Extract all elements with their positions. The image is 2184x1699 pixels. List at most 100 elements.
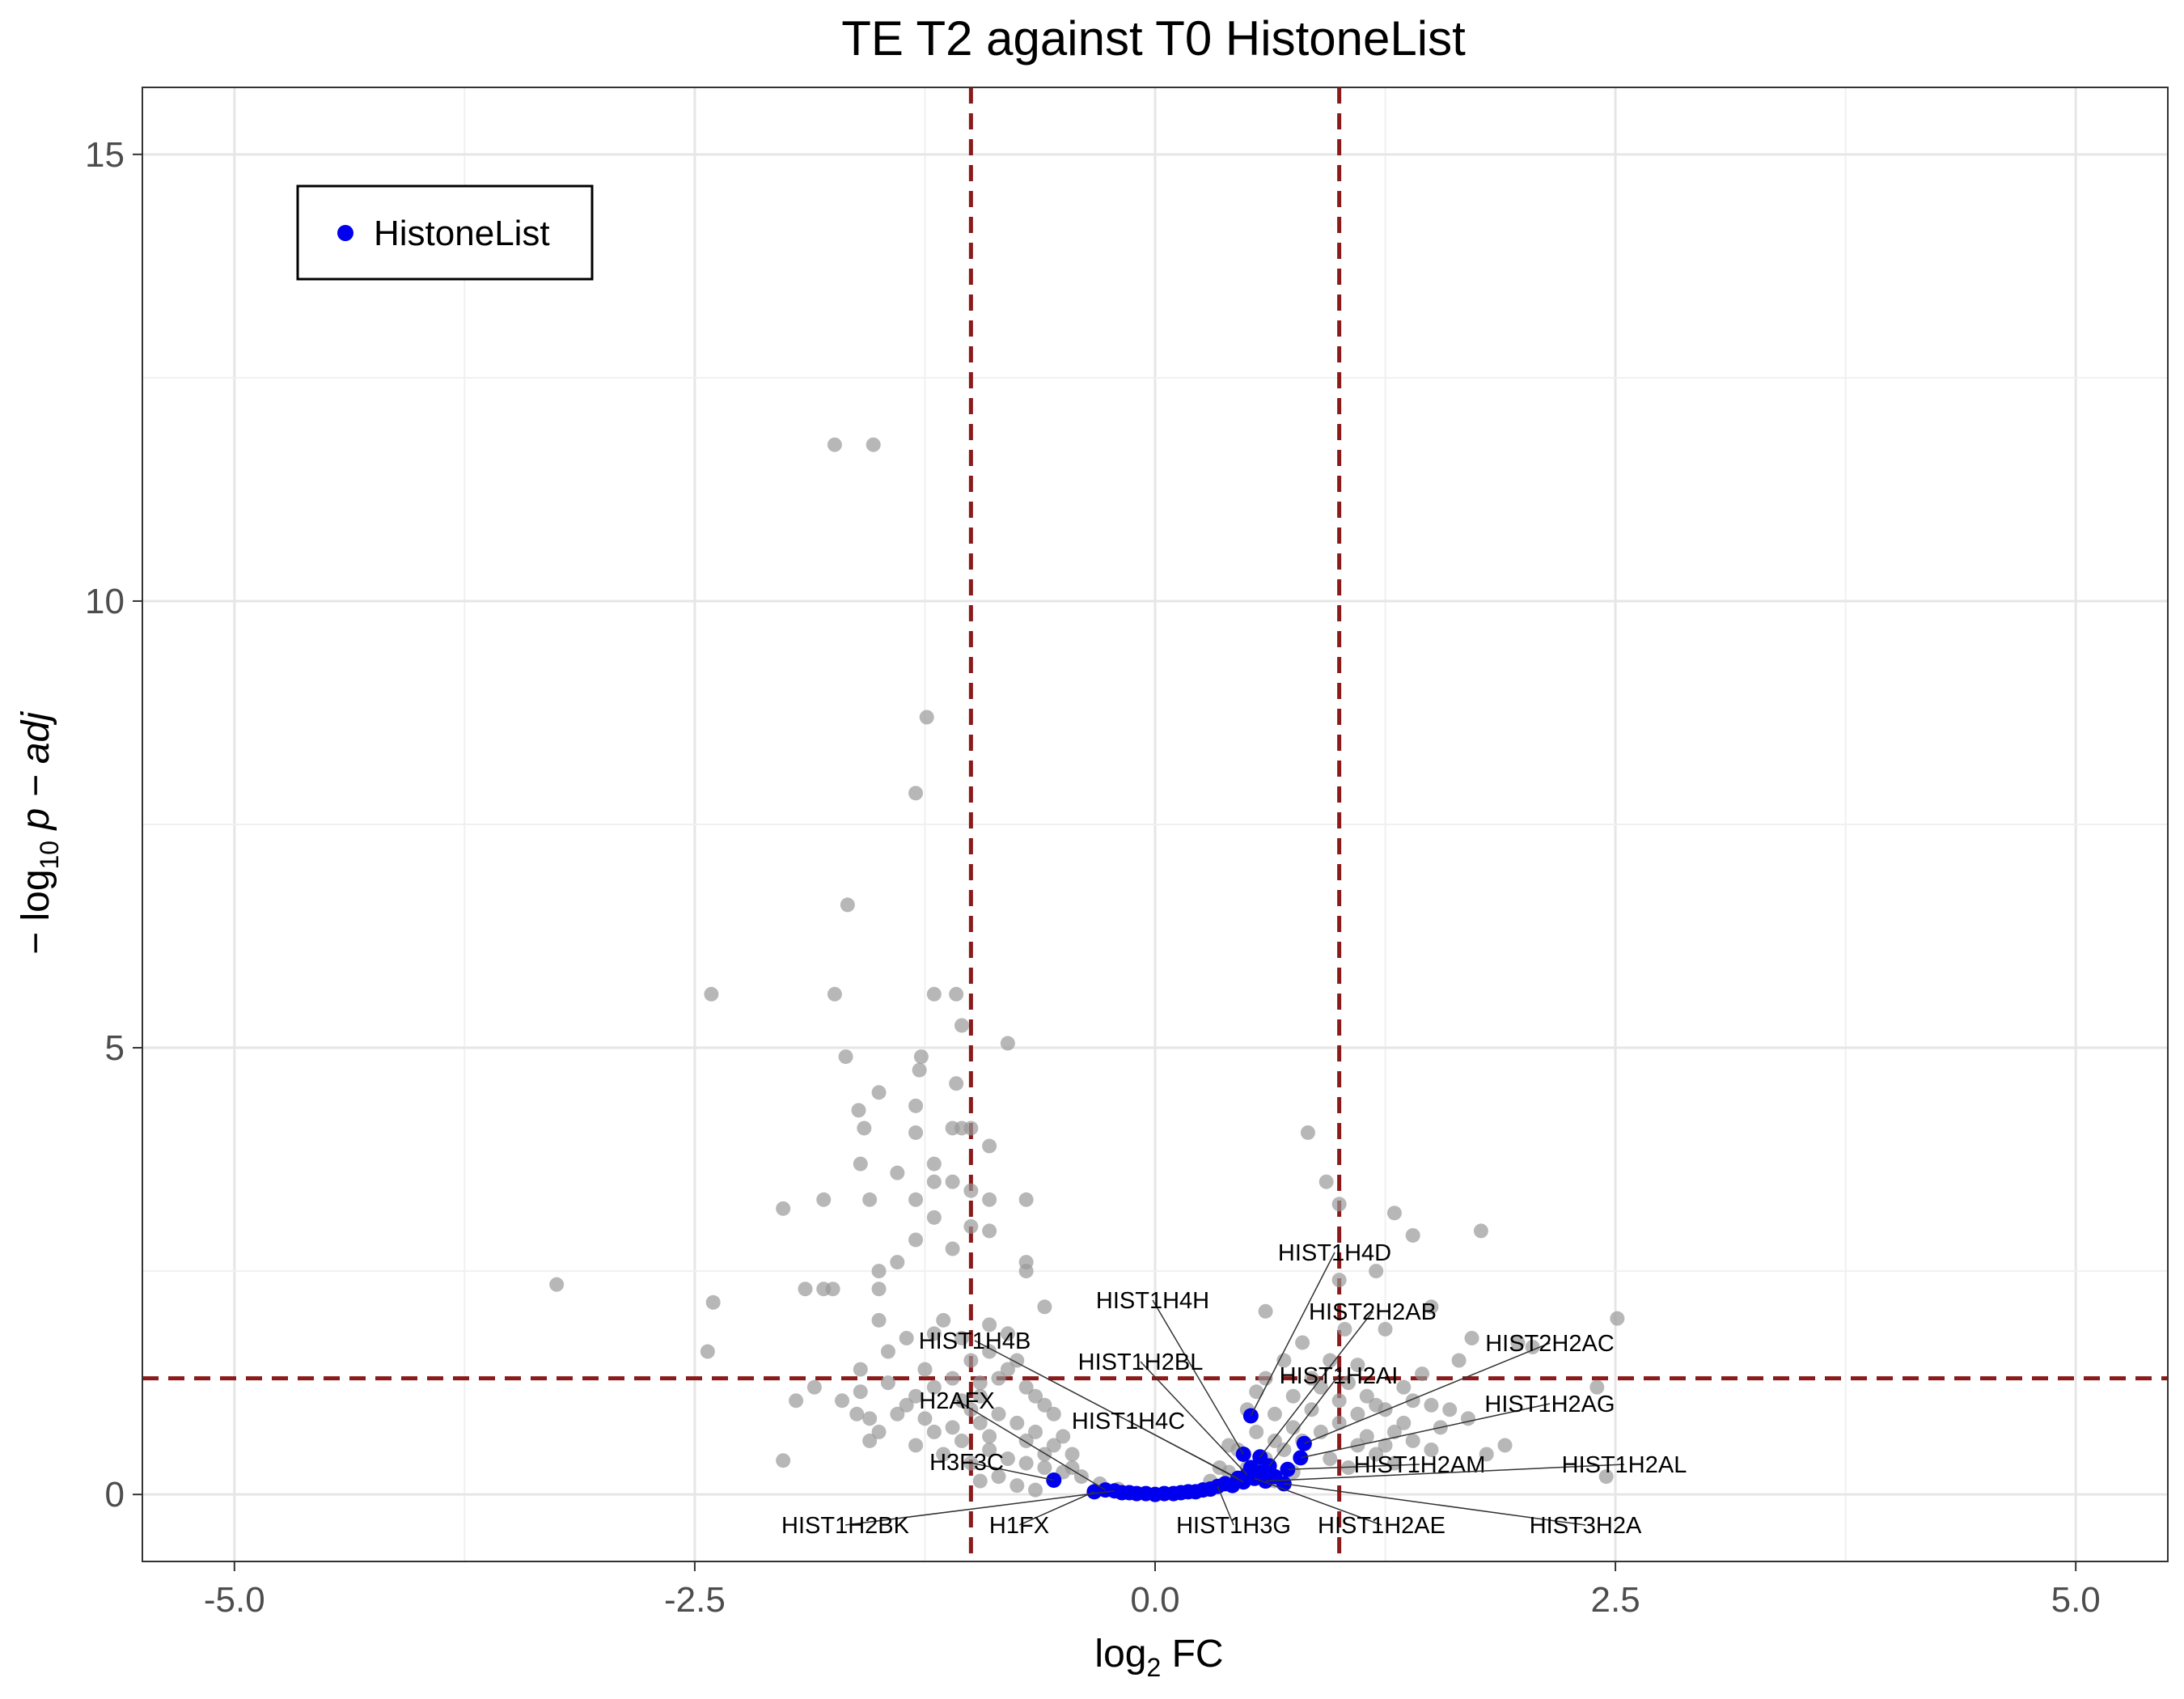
data-point: [1046, 1406, 1061, 1421]
data-point: [972, 1415, 988, 1430]
label-leader-line: [1287, 1464, 1420, 1471]
data-point: [954, 1393, 969, 1409]
data-point: [954, 1330, 969, 1345]
data-point: [1350, 1406, 1365, 1421]
y-axis-title-rest: p − adj: [15, 711, 57, 841]
legend: HistoneList: [296, 184, 594, 281]
chart-title: TE T2 against T0 HistoneList: [841, 11, 1466, 66]
data-point: [890, 1165, 905, 1180]
data-point: [1415, 1366, 1430, 1382]
data-point: [1589, 1379, 1605, 1395]
label-leader-line: [1268, 1375, 1340, 1467]
label-leader-line: [1254, 1477, 1382, 1526]
data-point: [1424, 1299, 1439, 1315]
data-point: [1258, 1371, 1273, 1386]
data-point: [1386, 1424, 1402, 1439]
data-point: [1318, 1174, 1334, 1189]
data-point: [1221, 1438, 1237, 1453]
x-tick-label: 0.0: [1130, 1580, 1179, 1620]
data-point: [1378, 1321, 1393, 1337]
data-point: [1285, 1388, 1301, 1404]
y-axis-title-prefix: − log: [15, 869, 57, 954]
data-point: [1323, 1451, 1338, 1467]
data-point: [945, 1174, 960, 1189]
data-point: [1405, 1433, 1420, 1448]
data-point: [908, 1438, 924, 1453]
label-leader-line: [956, 1400, 1106, 1491]
data-point: [1249, 1424, 1264, 1439]
data-point: [1331, 1393, 1347, 1409]
data-point: [949, 986, 964, 1002]
data-point: [1378, 1402, 1393, 1417]
gene-label: HIST1H2AE: [1318, 1513, 1445, 1539]
data-point: [1064, 1460, 1080, 1476]
data-point: [926, 1174, 942, 1189]
data-point: [1009, 1415, 1025, 1430]
x-axis-title-rest: FC: [1161, 1633, 1223, 1676]
data-point: [982, 1192, 997, 1207]
data-point: [945, 1241, 960, 1256]
data-point: [1405, 1227, 1420, 1243]
data-point: [1479, 1447, 1494, 1462]
data-point: [1046, 1438, 1061, 1453]
gene-label: HIST1H4H: [1096, 1288, 1209, 1314]
data-point: [963, 1183, 979, 1198]
data-point: [1056, 1429, 1071, 1444]
data-point: [871, 1282, 887, 1297]
data-point: [853, 1156, 868, 1172]
label-leader-line: [1259, 1311, 1373, 1458]
data-point: [1037, 1460, 1052, 1476]
data-point: [899, 1397, 914, 1413]
data-point: [849, 1406, 865, 1421]
data-point: [908, 1388, 924, 1404]
gene-label: HIST1H4C: [1072, 1409, 1185, 1434]
data-point: [1610, 1311, 1625, 1326]
data-point: [857, 1121, 872, 1136]
data-point: [917, 1362, 933, 1377]
data-point: [1018, 1379, 1034, 1395]
gene-label: HIST2H2AB: [1309, 1299, 1437, 1325]
data-point: [899, 1330, 914, 1345]
gene-label: HIST3H2A: [1530, 1513, 1642, 1539]
data-point: [880, 1344, 895, 1359]
data-point: [1000, 1326, 1015, 1341]
data-point: [1028, 1482, 1043, 1498]
y-tick-label: 15: [85, 135, 125, 175]
gene-label: HIST1H2BL: [1078, 1349, 1204, 1375]
gene-label: H3F3C: [929, 1450, 1004, 1476]
data-point: [945, 1371, 960, 1386]
data-point: [1000, 1036, 1015, 1051]
data-point: [908, 1098, 924, 1113]
gene-label: HIST1H2AL: [1562, 1452, 1687, 1478]
legend-marker: [337, 225, 353, 241]
data-point: [853, 1384, 868, 1400]
data-point: [919, 710, 934, 725]
data-point: [1525, 1339, 1540, 1354]
x-tick-label: 2.5: [1591, 1580, 1640, 1620]
data-point: [851, 1103, 866, 1118]
gene-label: HIST1H2BK: [781, 1513, 910, 1539]
data-point: [853, 1362, 868, 1377]
label-leader-line: [1304, 1342, 1551, 1444]
gene-label: HIST1H4B: [919, 1328, 1031, 1354]
data-point: [862, 1192, 878, 1207]
data-point: [972, 1388, 988, 1404]
data-point: [1331, 1415, 1347, 1430]
y-tick-label: 10: [85, 582, 125, 621]
data-point: [945, 1420, 960, 1435]
data-point: [827, 986, 842, 1002]
data-point: [1276, 1442, 1292, 1457]
gene-label: HIST1H3G: [1176, 1513, 1291, 1539]
data-point: [1359, 1429, 1374, 1444]
data-point: [908, 1192, 924, 1207]
data-point: [1460, 1411, 1475, 1426]
data-point: [991, 1469, 1006, 1485]
data-point: [1295, 1335, 1310, 1350]
data-point: [1451, 1353, 1467, 1368]
data-point: [776, 1453, 791, 1468]
data-point: [840, 897, 855, 913]
label-leader-line: [966, 1461, 1054, 1481]
gene-labels: HIST1H4D HIST1H4H HIST2H2AB HIST1H4B HIST1H2…: [781, 1240, 1687, 1539]
data-point: [871, 1264, 887, 1279]
data-point: [991, 1406, 1006, 1421]
